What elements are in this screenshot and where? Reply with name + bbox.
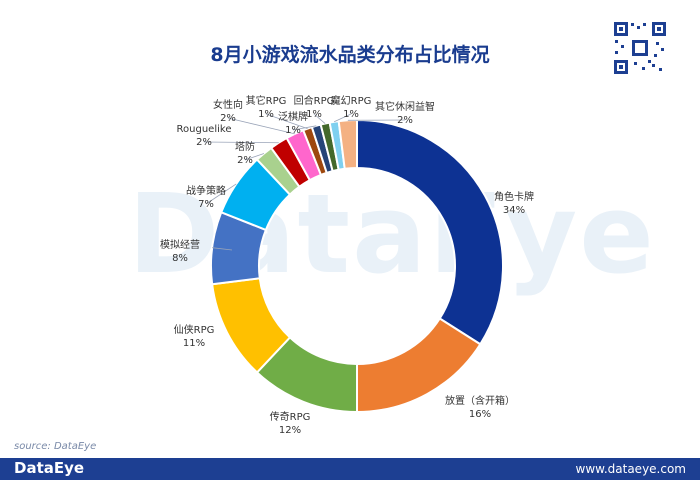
slice-label-11: 泛棋牌 [278, 110, 308, 123]
slice-label-7: 塔防 [235, 140, 255, 153]
slice-value-12: 1% [306, 109, 322, 120]
leader-line-13 [333, 113, 352, 123]
leader-line-8 [203, 141, 279, 144]
slice-label-3: 传奇RPG [270, 410, 311, 423]
slice-value-7: 2% [237, 155, 253, 166]
slice-value-2: 16% [469, 409, 491, 420]
donut-chart: 角色卡牌 34% 放置（含开箱） 16% 传奇RPG 12% 仙侠RPG 11% 模拟经营 8% 战… [160, 94, 534, 436]
slice-value-1: 34% [503, 205, 525, 216]
slice-label-1: 角色卡牌 [494, 190, 534, 203]
slice-value-6: 7% [198, 199, 214, 210]
leader-line-5 [212, 247, 233, 251]
slice-label-6: 战争策略 [186, 184, 226, 197]
footer-url: www.dataeye.com [575, 462, 687, 476]
leader-line-10 [265, 113, 308, 130]
slice-value-4: 11% [183, 338, 205, 349]
leader-line-11 [292, 125, 317, 131]
slice-label-2: 放置（含开箱） [445, 394, 515, 407]
slice-value-13: 1% [343, 109, 359, 120]
leader-line-12 [313, 113, 326, 124]
slice-label-13: 魔幻RPG [331, 94, 372, 107]
chart-title: 8月小游戏流水品类分布占比情况 [210, 44, 490, 66]
slice-value-3: 12% [279, 425, 301, 436]
slice-value-10: 1% [258, 109, 274, 120]
leader-line-6 [205, 183, 237, 205]
leader-line-9 [227, 117, 295, 135]
slice-label-8: Rouguelike [177, 124, 232, 135]
leader-line-7 [244, 153, 265, 161]
slice-value-8: 2% [196, 137, 212, 148]
donut-slice-1 [356, 118, 504, 346]
footer-bar: DataEye www.dataeye.com [0, 458, 700, 480]
slice-value-11: 1% [285, 125, 301, 136]
slice-label-10: 其它RPG [246, 94, 287, 107]
footer-logo: DataEye [14, 459, 85, 477]
slice-value-5: 8% [172, 253, 188, 264]
donut-slice-14 [337, 118, 358, 170]
slice-label-5: 模拟经营 [160, 238, 200, 251]
slice-value-9: 2% [220, 113, 236, 124]
qr-code-icon [612, 20, 668, 76]
slice-label-14: 其它休闲益智 [375, 100, 435, 113]
slice-label-4: 仙侠RPG [174, 323, 215, 336]
slice-label-9: 女性向 [213, 98, 243, 111]
slice-label-12: 回合RPG [294, 94, 335, 107]
slice-value-14: 2% [397, 115, 413, 126]
source-note: source: DataEye [14, 441, 97, 452]
